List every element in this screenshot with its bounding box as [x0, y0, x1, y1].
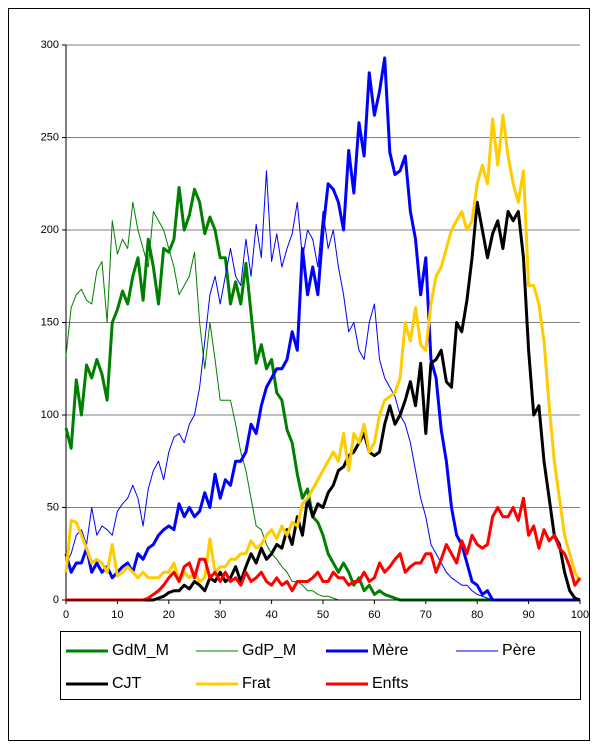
x-tick-label: 70 [420, 609, 432, 621]
x-tick-label: 90 [522, 609, 534, 621]
y-tick-label: 300 [41, 39, 59, 51]
x-tick-label: 20 [163, 609, 175, 621]
legend-label: Mère [372, 642, 409, 659]
y-tick-label: 250 [41, 131, 59, 143]
y-tick-label: 0 [53, 594, 59, 606]
y-tick-label: 100 [41, 409, 59, 421]
legend-box [60, 631, 581, 700]
legend: GdM_M GdP_M Mère Père CJT Frat Enfts [66, 642, 536, 692]
y-tick-label: 50 [47, 501, 59, 513]
x-tick-label: 50 [317, 609, 329, 621]
plot-area: 0 50 100 150 200 250 300 0 10 20 30 40 50 60 70 80 90 100 [41, 39, 590, 621]
y-tick-label: 200 [41, 224, 59, 236]
legend-label: Père [502, 642, 536, 659]
legend-label: CJT [112, 675, 142, 692]
x-tick-label: 60 [368, 609, 380, 621]
x-tick-label: 0 [63, 609, 69, 621]
legend-label: GdP_M [242, 642, 296, 659]
x-tick-label: 80 [471, 609, 483, 621]
series-line [64, 113, 582, 583]
x-tick-label: 40 [265, 609, 277, 621]
legend-label: Enfts [372, 675, 408, 692]
legend-label: GdM_M [112, 642, 169, 659]
y-tick-label: 150 [41, 316, 59, 328]
legend-label: Frat [242, 675, 271, 692]
x-tick-label: 10 [111, 609, 123, 621]
series-line [66, 496, 582, 602]
x-tick-label: 30 [214, 609, 226, 621]
x-tick-label: 100 [571, 609, 589, 621]
